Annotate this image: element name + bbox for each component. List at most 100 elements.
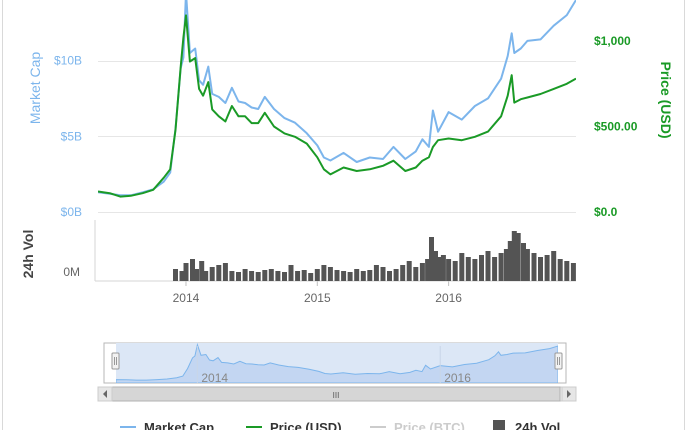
volume-bar — [360, 271, 366, 281]
volume-bar — [413, 267, 419, 281]
legend-label: Market Cap — [144, 420, 214, 430]
volume-bar — [216, 265, 222, 281]
x-tick-label: 2016 — [435, 291, 462, 305]
navigator-tick-label: 2016 — [444, 371, 471, 385]
volume-bar — [341, 271, 347, 281]
volume-bar — [400, 265, 406, 281]
volume-bar — [179, 271, 185, 281]
volume-bar — [301, 270, 307, 281]
volume-axis-title: 24h Vol — [20, 230, 36, 279]
legend-label: Price (USD) — [270, 420, 342, 430]
price-usd-line[interactable] — [98, 14, 576, 198]
volume-tick-labels: 0M — [63, 265, 80, 279]
legend-item[interactable]: Price (BTC) — [370, 420, 465, 430]
x-tick-label: 2014 — [173, 291, 200, 305]
volume-bar — [564, 261, 570, 281]
price-tick-label: $500.00 — [594, 120, 638, 134]
volume-bar — [268, 269, 274, 281]
volume-bar — [485, 251, 491, 281]
volume-bar — [327, 267, 333, 281]
volume-bar — [436, 257, 442, 281]
navigator-handle-right[interactable] — [554, 352, 563, 370]
price-tick-labels: $0.0 $500.00 $1,000 — [594, 34, 638, 219]
volume-bar — [570, 263, 576, 281]
volume-bar — [314, 269, 320, 281]
frame-right-border — [684, 0, 685, 430]
volume-bar — [199, 261, 205, 281]
volume-bar — [503, 249, 509, 281]
volume-bar — [433, 251, 438, 281]
volume-bar — [531, 253, 537, 281]
volume-bar — [183, 263, 189, 281]
scrollbar-grip: III — [333, 391, 340, 400]
volume-bar — [425, 259, 431, 281]
volume-bar — [498, 253, 504, 281]
market-cap-tick-label: $10B — [54, 54, 82, 68]
volume-bar — [429, 237, 434, 281]
volume-bar — [440, 255, 446, 281]
volume-bar — [479, 255, 484, 281]
volume-bar — [387, 271, 392, 281]
volume-bar — [507, 241, 513, 281]
scroll-right-button[interactable] — [561, 386, 577, 402]
x-tick-label: 2015 — [304, 291, 331, 305]
volume-bar — [321, 265, 327, 281]
arrow-right-icon — [567, 390, 571, 398]
legend-item[interactable]: Market Cap — [120, 420, 214, 430]
arrow-left-icon — [103, 390, 107, 398]
volume-bar — [459, 253, 465, 281]
volume-bar — [367, 270, 373, 281]
volume-bar — [551, 251, 557, 281]
volume-bar — [446, 259, 452, 281]
grid-lines — [98, 61, 576, 213]
volume-bar — [275, 271, 281, 281]
volume-bar — [242, 269, 248, 281]
volume-bar — [465, 257, 471, 281]
volume-bar — [194, 269, 199, 281]
navigator-handle-left[interactable] — [111, 352, 120, 370]
volume-bar — [373, 265, 379, 281]
market-cap-tick-label: $0B — [61, 205, 82, 219]
volume-bar — [492, 257, 498, 281]
volume-bar — [393, 269, 399, 281]
volume-bar — [288, 265, 294, 281]
volume-bar — [229, 271, 235, 281]
price-tick-label: $0.0 — [594, 205, 618, 219]
volume-bar — [249, 271, 255, 281]
volume-bar — [209, 267, 215, 281]
volume-bar — [203, 271, 209, 281]
volume-bar — [380, 267, 386, 281]
volume-bars — [173, 231, 576, 281]
volume-bar — [282, 272, 287, 281]
volume-bar — [222, 263, 228, 281]
navigator-tick-label: 2014 — [201, 371, 228, 385]
volume-bar — [308, 273, 314, 281]
market-cap-axis-title: Market Cap — [27, 52, 43, 125]
navigator-area — [116, 343, 558, 383]
volume-bar — [511, 231, 517, 281]
volume-bar — [354, 269, 360, 281]
volume-bar — [173, 269, 178, 281]
volume-bar — [347, 272, 353, 281]
legend-item[interactable]: Price (USD) — [246, 420, 342, 430]
frame-left-border — [2, 0, 3, 430]
volume-bar — [557, 259, 563, 281]
market-cap-tick-label: $5B — [61, 129, 82, 143]
x-axis-tick-labels: 2014 2015 2016 — [173, 281, 462, 305]
volume-bar — [521, 243, 526, 281]
volume-tick-label: 0M — [63, 265, 80, 279]
volume-bar — [255, 272, 261, 281]
volume-bar — [406, 261, 412, 281]
volume-bar — [538, 257, 543, 281]
legend-item[interactable]: 24h Vol — [493, 420, 560, 430]
price-tick-label: $1,000 — [594, 34, 631, 48]
legend-label: Price (BTC) — [394, 420, 465, 430]
volume-bar — [262, 270, 268, 281]
market-cap-tick-labels: $0B $5B $10B — [54, 54, 82, 219]
volume-bar — [544, 255, 550, 281]
scroll-left-button[interactable] — [97, 386, 113, 402]
volume-bar — [452, 261, 458, 281]
legend-label: 24h Vol — [515, 420, 560, 430]
volume-bar — [472, 259, 478, 281]
